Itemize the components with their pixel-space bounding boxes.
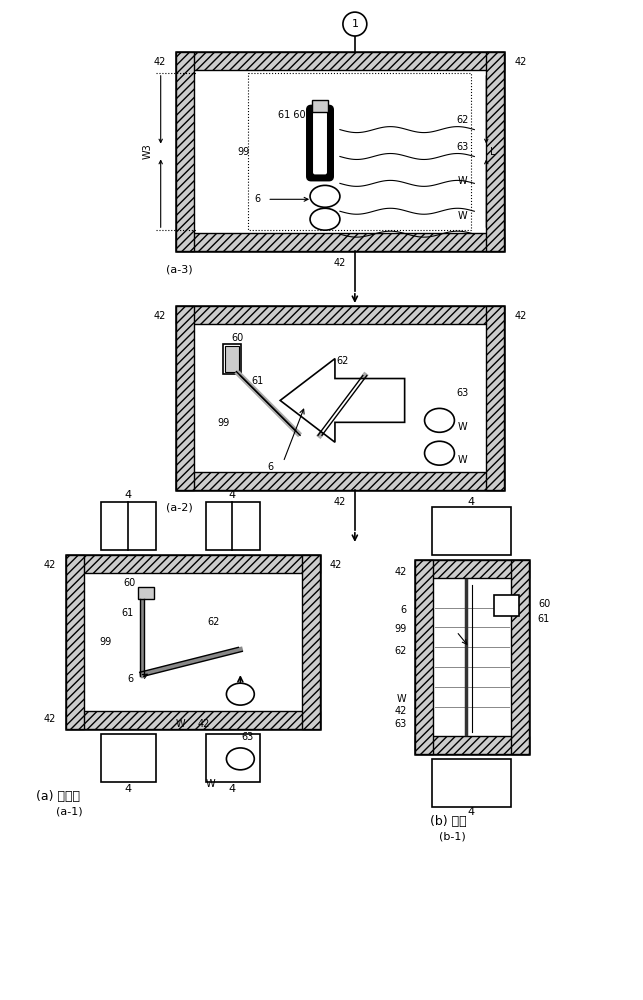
Text: 62: 62 xyxy=(207,617,220,627)
Text: 6: 6 xyxy=(267,462,273,472)
Text: 42: 42 xyxy=(197,719,210,729)
Text: 63: 63 xyxy=(241,732,253,742)
Text: 6: 6 xyxy=(128,674,134,684)
Bar xyxy=(138,587,154,599)
Text: 60: 60 xyxy=(123,578,136,588)
Bar xyxy=(176,306,504,490)
Text: (b-1): (b-1) xyxy=(439,832,466,842)
Text: 6: 6 xyxy=(254,194,260,204)
Text: 99: 99 xyxy=(394,624,406,634)
Text: 6: 6 xyxy=(401,605,406,615)
Ellipse shape xyxy=(424,408,455,432)
Text: 42: 42 xyxy=(514,311,527,321)
Text: 42: 42 xyxy=(44,714,56,724)
FancyBboxPatch shape xyxy=(313,112,327,174)
Circle shape xyxy=(343,12,367,36)
Bar xyxy=(66,711,320,729)
Text: 62: 62 xyxy=(394,646,406,656)
Text: W: W xyxy=(458,211,467,221)
Bar xyxy=(431,507,511,555)
Text: (a-3): (a-3) xyxy=(166,264,192,274)
Text: W3: W3 xyxy=(143,144,153,159)
Text: 63: 63 xyxy=(394,719,406,729)
Text: 42: 42 xyxy=(514,57,527,67)
Bar xyxy=(312,100,328,112)
Text: 4: 4 xyxy=(124,784,131,794)
Text: 60: 60 xyxy=(539,599,551,609)
Bar xyxy=(206,734,260,782)
Bar xyxy=(206,502,260,550)
Text: 42: 42 xyxy=(394,567,406,577)
Text: 4: 4 xyxy=(124,490,131,500)
Bar xyxy=(176,52,504,70)
Text: (a-1): (a-1) xyxy=(56,807,83,817)
Text: 63: 63 xyxy=(457,388,469,398)
Text: 42: 42 xyxy=(394,706,406,716)
Text: W: W xyxy=(206,779,215,789)
Ellipse shape xyxy=(310,208,340,230)
Bar xyxy=(226,346,239,372)
Text: 4: 4 xyxy=(468,497,475,507)
Bar xyxy=(511,560,529,754)
Text: 42: 42 xyxy=(153,311,166,321)
Text: W: W xyxy=(458,176,467,186)
Ellipse shape xyxy=(424,441,455,465)
Bar xyxy=(431,759,511,807)
Text: (b) 側面: (b) 側面 xyxy=(430,815,466,828)
Text: W: W xyxy=(458,455,467,465)
FancyBboxPatch shape xyxy=(307,106,333,180)
Bar xyxy=(176,306,504,324)
Text: 63: 63 xyxy=(457,142,469,152)
Text: 42: 42 xyxy=(334,258,346,268)
Bar xyxy=(248,73,471,230)
Text: 42: 42 xyxy=(44,560,56,570)
Bar xyxy=(494,595,519,616)
Bar xyxy=(415,560,529,578)
Text: W: W xyxy=(176,719,186,729)
Text: (a-2): (a-2) xyxy=(166,503,192,513)
Text: W: W xyxy=(458,422,467,432)
Bar xyxy=(415,560,529,754)
Bar xyxy=(66,555,320,729)
Text: 62: 62 xyxy=(337,356,349,366)
Text: 61: 61 xyxy=(122,608,134,618)
Bar xyxy=(176,52,504,251)
Ellipse shape xyxy=(310,185,340,207)
Text: 61 60: 61 60 xyxy=(278,110,306,120)
Text: L: L xyxy=(489,147,495,157)
Text: 4: 4 xyxy=(229,490,236,500)
Text: 42: 42 xyxy=(330,560,342,570)
Text: 62: 62 xyxy=(456,115,469,125)
Text: 99: 99 xyxy=(100,637,112,647)
Text: 4: 4 xyxy=(229,784,236,794)
Bar xyxy=(101,734,156,782)
Text: 99: 99 xyxy=(217,418,230,428)
Bar xyxy=(176,472,504,490)
Text: 61: 61 xyxy=(251,376,264,386)
Bar xyxy=(486,52,504,251)
Text: 1: 1 xyxy=(351,19,358,29)
Bar xyxy=(66,555,320,573)
Text: 61: 61 xyxy=(537,614,549,624)
Ellipse shape xyxy=(226,748,254,770)
Text: 4: 4 xyxy=(468,807,475,817)
Text: W: W xyxy=(397,694,406,704)
Bar xyxy=(66,555,84,729)
Bar xyxy=(176,52,194,251)
Text: 42: 42 xyxy=(153,57,166,67)
Polygon shape xyxy=(280,359,404,442)
Bar xyxy=(176,233,504,251)
Bar xyxy=(101,502,156,550)
Text: 60: 60 xyxy=(231,333,244,343)
Bar xyxy=(176,306,194,490)
Bar xyxy=(223,344,241,374)
Text: 42: 42 xyxy=(334,497,346,507)
Bar xyxy=(415,560,433,754)
Bar xyxy=(415,736,529,754)
Text: (a) 上表面: (a) 上表面 xyxy=(36,790,80,803)
Bar xyxy=(302,555,320,729)
Bar xyxy=(486,306,504,490)
Ellipse shape xyxy=(226,683,254,705)
Text: 99: 99 xyxy=(237,147,249,157)
